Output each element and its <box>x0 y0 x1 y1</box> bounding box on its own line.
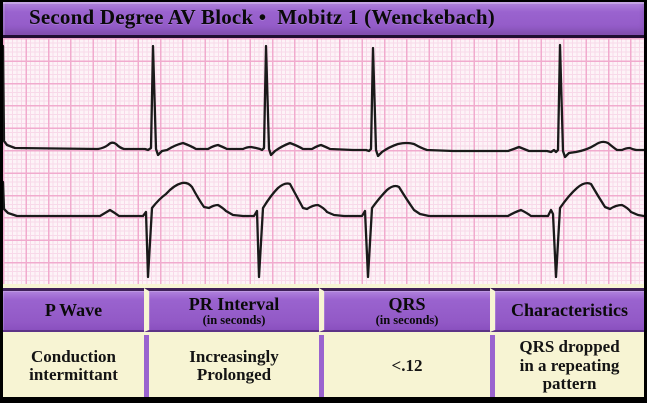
table-header-row: P Wave PR Interval (in seconds) QRS (in … <box>3 288 644 332</box>
cell-characteristics: QRS dropped in a repeating pattern <box>490 335 644 397</box>
ecg-strip <box>3 38 644 284</box>
column-header-characteristics: Characteristics <box>490 288 644 332</box>
table-data-row: Conduction intermittant Increasingly Pro… <box>3 335 644 397</box>
column-header-qrs: QRS (in seconds) <box>319 288 490 332</box>
reference-table: P Wave PR Interval (in seconds) QRS (in … <box>3 284 644 397</box>
cell-qrs: <.12 <box>319 335 490 397</box>
column-header-p-wave: P Wave <box>3 288 144 332</box>
ecg-trace-top-lead <box>3 43 644 159</box>
title-bar: Second Degree AV Block • Mobitz 1 (Wenck… <box>3 2 644 38</box>
ecg-traces <box>3 43 644 279</box>
ecg-trace-bottom-lead <box>3 180 644 279</box>
column-header-pr-interval: PR Interval (in seconds) <box>144 288 319 332</box>
cell-p-wave: Conduction intermittant <box>29 346 118 384</box>
page-title: Second Degree AV Block • Mobitz 1 (Wenck… <box>29 5 495 29</box>
cell-pr-interval: Increasingly Prolonged <box>144 335 319 397</box>
